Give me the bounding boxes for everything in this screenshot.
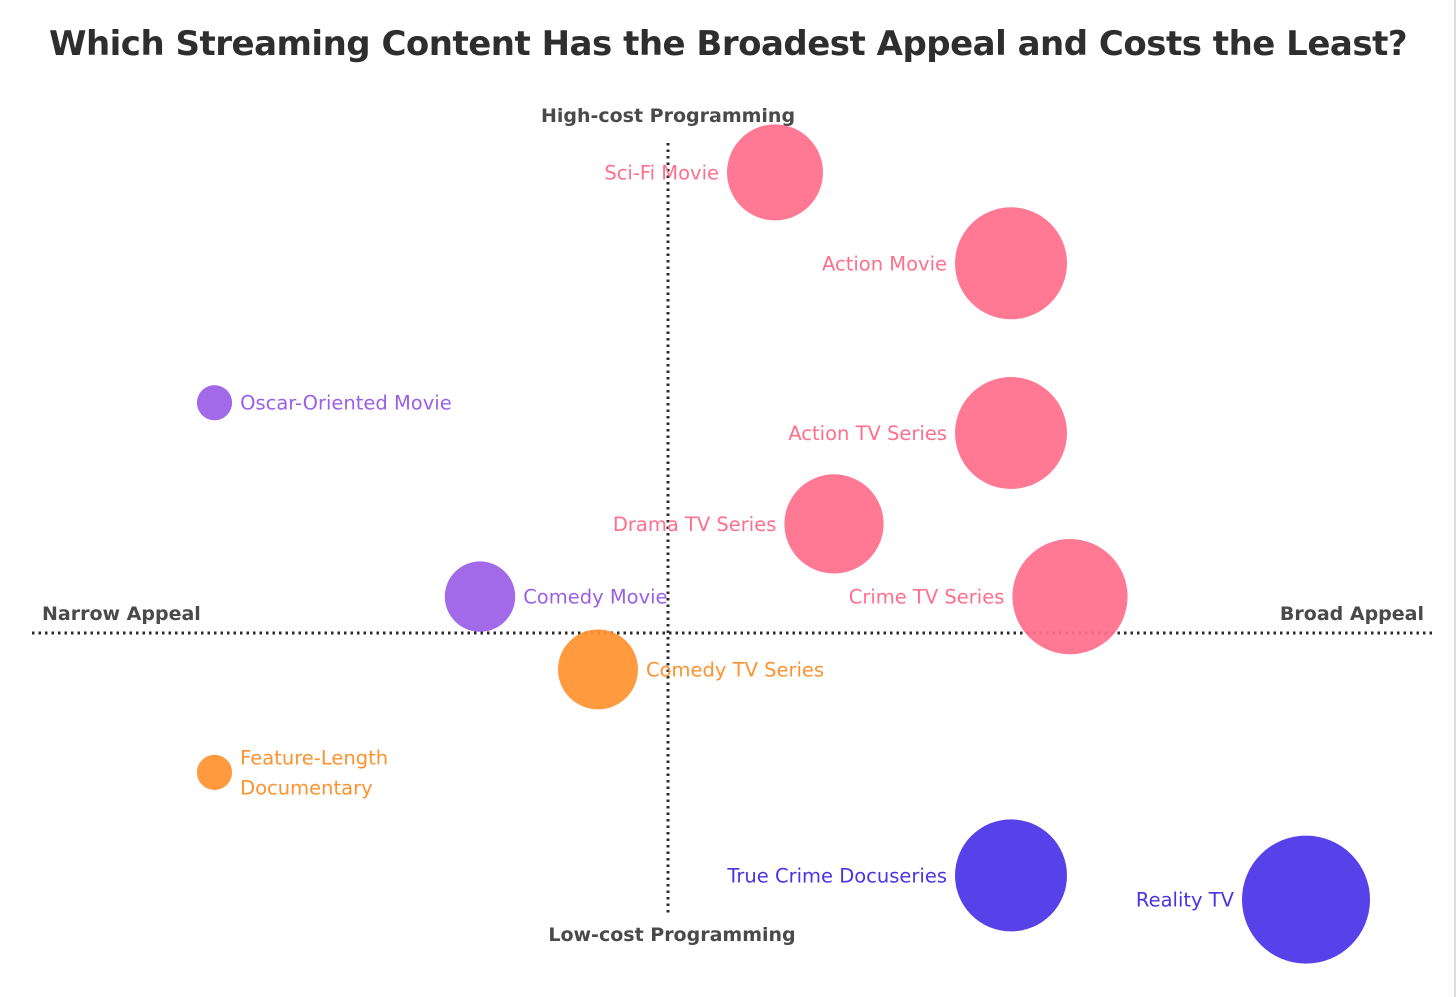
bubble-action-movie (955, 207, 1067, 320)
bubble-comedy-tv-series (558, 629, 638, 710)
bubbles-layer (196, 124, 1370, 964)
label-sci-fi-movie: Sci-Fi Movie (604, 161, 719, 184)
axes: High-cost Programming Low-cost Programmi… (32, 105, 1436, 946)
label-action-tv-series: Action TV Series (788, 422, 947, 445)
label-reality-tv: Reality TV (1136, 889, 1235, 912)
axis-label-bottom: Low-cost Programming (548, 924, 795, 946)
label-true-crime-docuseries: True Crime Docuseries (726, 864, 947, 887)
label-oscar-oriented-movie: Oscar-Oriented Movie (240, 392, 452, 415)
label-comedy-tv-series: Comedy TV Series (646, 658, 824, 681)
bubble-action-tv-series (955, 377, 1067, 489)
bubble-reality-tv (1242, 835, 1370, 964)
bubble-drama-tv-series (784, 474, 884, 574)
label-comedy-movie: Comedy Movie (523, 586, 667, 609)
bubble-comedy-movie (444, 561, 516, 632)
bubble-sci-fi-movie (727, 124, 823, 221)
bubble-oscar-oriented-movie (196, 385, 233, 421)
chart-title: Which Streaming Content Has the Broadest… (48, 24, 1408, 64)
right-edge-divider (1454, 0, 1456, 997)
bubble-labels-layer: Sci-Fi Movie Action Movie Action TV Series… (240, 161, 1235, 911)
label-action-movie: Action Movie (822, 252, 947, 275)
axis-label-left: Narrow Appeal (42, 603, 201, 625)
label-feature-length-documentary: Feature-Length Documentary (240, 746, 388, 799)
axis-label-top: High-cost Programming (541, 105, 795, 127)
axis-label-right: Broad Appeal (1280, 603, 1424, 625)
bubble-feature-length-documentary (196, 754, 233, 791)
label-drama-tv-series: Drama TV Series (613, 513, 777, 536)
label-crime-tv-series: Crime TV Series (849, 586, 1005, 609)
bubble-crime-tv-series (1012, 539, 1128, 655)
bubble-true-crime-docuseries (955, 819, 1067, 932)
